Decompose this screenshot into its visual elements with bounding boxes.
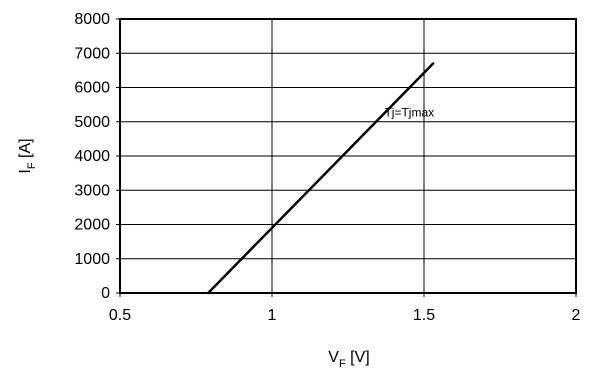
series-layer — [206, 62, 435, 295]
y-tick-label: 3000 — [74, 182, 110, 199]
y-axis-label-unit: [A] — [17, 138, 34, 162]
x-axis-label-unit: [V] — [346, 349, 370, 366]
y-axis-label-subscript: F — [26, 162, 38, 169]
y-axis-label-base: I — [17, 169, 34, 173]
x-axis-label-base: V — [328, 349, 339, 366]
x-tick-label: 0.5 — [109, 307, 131, 324]
y-tick-label: 7000 — [74, 45, 110, 62]
y-tick-label: 4000 — [74, 148, 110, 165]
x-tick-label: 1.5 — [413, 307, 435, 324]
x-tick-label: 1 — [268, 307, 277, 324]
y-tick-label: 6000 — [74, 80, 110, 97]
annotation-label: Tj=Tjmax — [384, 106, 434, 120]
y-axis-label: IF [A] — [17, 138, 38, 173]
x-axis-label: VF [V] — [328, 349, 369, 370]
y-tick-label: 8000 — [74, 11, 110, 28]
y-tick-label: 2000 — [74, 217, 110, 234]
grid-lines — [120, 19, 576, 293]
y-tick-label: 5000 — [74, 114, 110, 131]
forward-characteristic-line-1 — [206, 62, 435, 295]
x-tick-label: 2 — [572, 307, 581, 324]
y-tick-label: 1000 — [74, 251, 110, 268]
x-axis-label-subscript: F — [339, 358, 346, 370]
tick-labels: 0.5 1 1.5 2 0 1000 2000 3000 4000 5000 6000 7000 800… — [74, 11, 580, 324]
y-tick-label: 0 — [101, 285, 110, 302]
